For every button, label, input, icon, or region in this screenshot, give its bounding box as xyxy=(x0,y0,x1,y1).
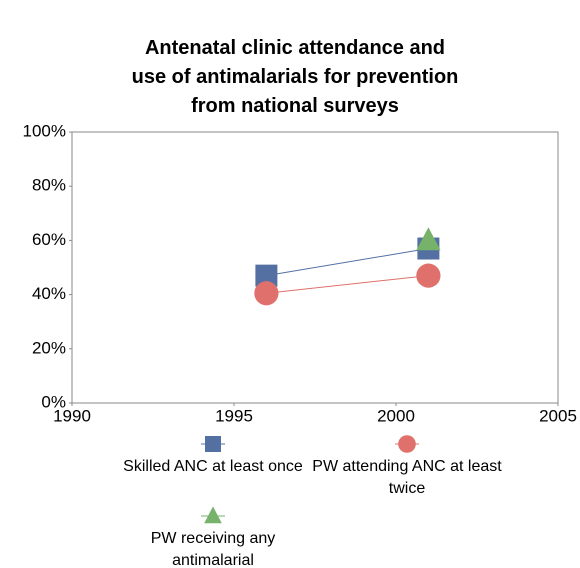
legend-label: PW receiving any antimalarial xyxy=(150,530,276,568)
y-tick-label: 20% xyxy=(32,338,66,357)
y-tick-label: 40% xyxy=(32,284,66,303)
legend-label: Skilled ANC at least once xyxy=(123,458,303,475)
data-point xyxy=(416,227,441,251)
plot-area xyxy=(71,131,559,404)
series-line xyxy=(266,275,429,294)
x-tick-label: 2005 xyxy=(539,406,577,425)
y-tick-label: 60% xyxy=(32,230,66,249)
x-tick-label: 1990 xyxy=(53,406,91,425)
data-point xyxy=(255,264,278,287)
x-tick-label: 2000 xyxy=(377,406,415,425)
legend-marker xyxy=(205,436,221,452)
y-tick-label: 100% xyxy=(23,121,66,140)
chart-title: Antenatal clinic attendance and use of a… xyxy=(131,37,459,117)
y-tick-label: 80% xyxy=(32,176,66,195)
data-point xyxy=(254,281,279,306)
data-point xyxy=(416,263,441,288)
x-tick-label: 1995 xyxy=(215,406,253,425)
legend-marker xyxy=(204,506,222,524)
legend-label: PW attending ANC at least twice xyxy=(312,458,502,497)
series-line xyxy=(266,248,429,277)
y-tick-label: 0% xyxy=(41,392,66,411)
legend-marker xyxy=(398,435,416,453)
